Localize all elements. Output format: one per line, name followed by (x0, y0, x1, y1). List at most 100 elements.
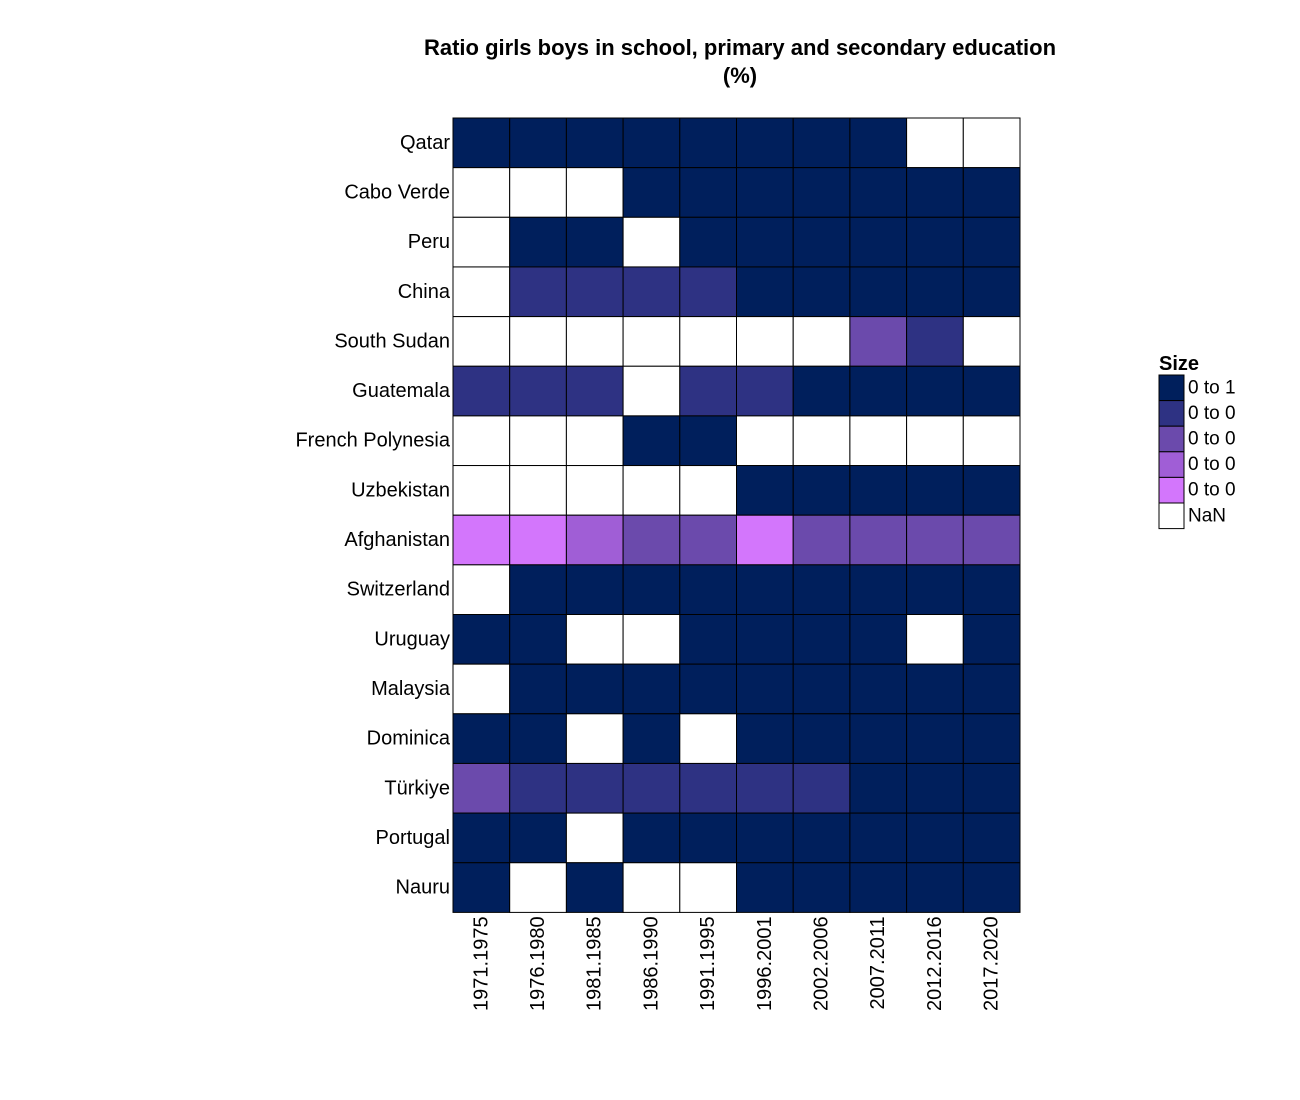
y-tick-label: South Sudan (334, 330, 450, 352)
x-tick-label: 1981.1985 (584, 916, 606, 1011)
heatmap-cell (622, 167, 681, 218)
heatmap-cell (849, 117, 908, 169)
y-tick-label: Cabo Verde (344, 181, 450, 203)
x-tick-label: 2007.2011 (867, 916, 889, 1009)
heatmap-cell (679, 365, 737, 417)
heatmap-cell (509, 465, 567, 516)
heatmap-cell (622, 862, 681, 913)
legend-label: 0 to 0 (1188, 403, 1236, 424)
heatmap-cell (962, 564, 1021, 615)
heatmap-cell (792, 862, 851, 913)
heatmap-cell (906, 266, 964, 318)
heatmap-cell (962, 713, 1021, 764)
heatmap-cell (679, 216, 737, 268)
heatmap-cell (452, 812, 511, 864)
heatmap-cell (849, 316, 908, 367)
heatmap-cell (962, 415, 1021, 467)
chart-title-line: Ratio girls boys in school, primary and … (423, 35, 1057, 60)
heatmap-cell (792, 266, 851, 318)
heatmap-cell (565, 812, 624, 864)
heatmap-cell (565, 465, 624, 516)
heatmap-cell (452, 514, 511, 566)
heatmap-cell (565, 117, 624, 169)
legend-swatch (1158, 476, 1185, 504)
y-tick-label: Uzbekistan (351, 479, 450, 501)
heatmap-cell (962, 663, 1021, 715)
heatmap-cell (452, 663, 511, 715)
y-tick-label: Dominica (367, 728, 451, 750)
heatmap-cell (906, 713, 964, 764)
heatmap-cell (906, 216, 964, 268)
heatmap-cell (509, 365, 567, 417)
heatmap-cell (565, 266, 624, 318)
heatmap-cell (849, 614, 908, 665)
heatmap-cell (565, 663, 624, 715)
heatmap-cell (679, 564, 737, 615)
heatmap-cell (452, 762, 511, 814)
y-tick-label: French Polynesia (295, 430, 450, 452)
heatmap-cell (736, 663, 794, 715)
y-tick-label: Switzerland (347, 579, 450, 601)
heatmap-cell (736, 762, 794, 814)
heatmap-cell (849, 266, 908, 318)
heatmap-cell (849, 762, 908, 814)
legend-label: 0 to 0 (1188, 454, 1236, 475)
y-tick-label: Qatar (400, 132, 450, 154)
heatmap-cell (906, 663, 964, 715)
heatmap-cell (906, 316, 964, 367)
heatmap-cell (792, 713, 851, 764)
heatmap-cell (679, 713, 737, 764)
heatmap-cell (509, 415, 567, 467)
heatmap-cell (906, 762, 964, 814)
heatmap-cell (792, 216, 851, 268)
heatmap-cell (736, 514, 794, 566)
heatmap-cell (509, 614, 567, 665)
legend-swatch (1158, 400, 1185, 427)
x-axis-tick-labels: 1971.1975 1976.1980 1981.1985 1986.1990 1991… (470, 916, 1002, 1011)
heatmap-cell (906, 862, 964, 913)
heatmap-cell (736, 415, 794, 467)
heatmap-cell (962, 167, 1021, 218)
heatmap-cell (565, 415, 624, 467)
heatmap-cell (452, 216, 511, 268)
y-tick-label: Portugal (376, 827, 451, 849)
heatmap-cell (849, 216, 908, 268)
heatmap-cell (452, 117, 511, 169)
heatmap-cell (792, 316, 851, 367)
x-tick-label: 1996.2001 (754, 916, 776, 1011)
heatmap-cell (509, 514, 567, 566)
heatmap-cell (452, 862, 511, 913)
heatmap-cell (509, 266, 567, 318)
heatmap-cell (679, 316, 737, 367)
heatmap-cell (736, 216, 794, 268)
y-axis-tick-labels: Qatar Cabo Verde Peru China South Sudan Guate… (295, 132, 450, 899)
heatmap-cell (849, 465, 908, 516)
heatmap-cell (736, 465, 794, 516)
heatmap-cell (736, 564, 794, 615)
heatmap-cell (849, 167, 908, 218)
heatmap-cell (906, 812, 964, 864)
heatmap-cells (452, 117, 1021, 913)
y-tick-label: Nauru (396, 877, 450, 899)
heatmap-cell (565, 316, 624, 367)
heatmap-cell (736, 614, 794, 665)
heatmap-cell (792, 465, 851, 516)
heatmap-cell (509, 216, 567, 268)
heatmap-cell (452, 465, 511, 516)
heatmap-cell (679, 117, 737, 169)
heatmap-cell (849, 713, 908, 764)
heatmap-cell (792, 167, 851, 218)
heatmap-cell (849, 415, 908, 467)
legend-swatch (1158, 425, 1185, 453)
heatmap-cell (509, 117, 567, 169)
heatmap-cell (622, 762, 681, 814)
heatmap-cell (679, 465, 737, 516)
y-tick-label: Malaysia (371, 678, 451, 700)
heatmap-cell (736, 266, 794, 318)
heatmap-cell (509, 663, 567, 715)
heatmap-cell (679, 167, 737, 218)
heatmap-cell (792, 564, 851, 615)
heatmap-cell (792, 812, 851, 864)
heatmap-cell (622, 465, 681, 516)
